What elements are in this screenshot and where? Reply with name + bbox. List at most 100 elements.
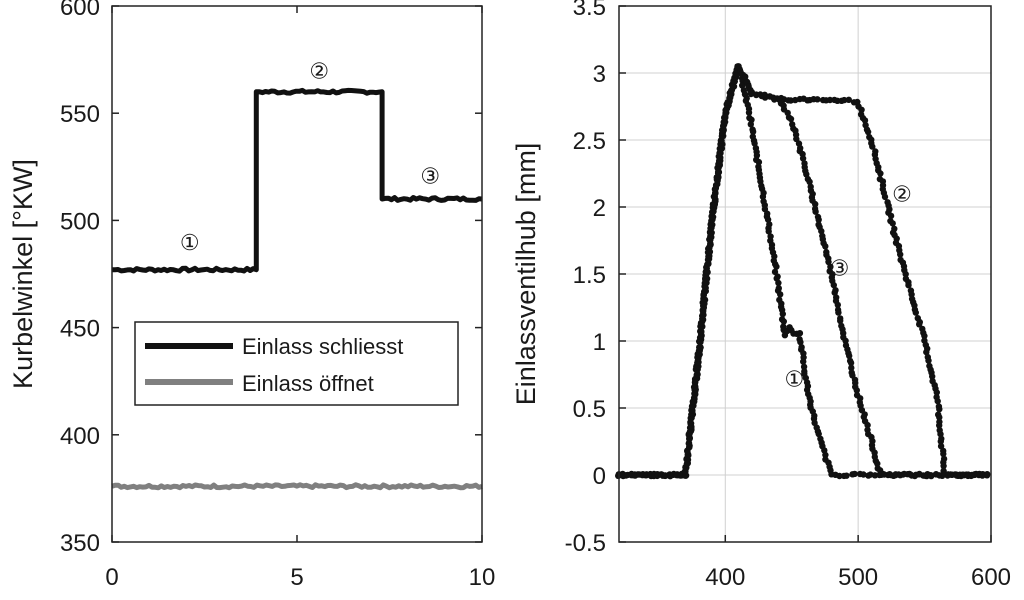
scatter-point	[841, 96, 848, 104]
scatter-point	[779, 310, 786, 318]
scatter-point	[831, 289, 838, 296]
scatter-point	[853, 387, 860, 394]
scatter-point	[759, 193, 767, 200]
scatter-point	[936, 414, 943, 421]
scatter-point	[717, 154, 724, 161]
scatter-point	[881, 471, 888, 478]
scatter-point	[704, 269, 711, 276]
scatter-point	[742, 73, 749, 80]
scatter-point	[697, 344, 704, 351]
scatter-point	[929, 373, 936, 380]
scatter-point	[936, 472, 943, 479]
scatter-point	[897, 251, 904, 258]
scatter-point	[775, 279, 782, 287]
scatter-point	[984, 471, 991, 478]
scatter-point	[822, 451, 829, 459]
right-y-tick-label: 3.5	[573, 0, 606, 21]
left-x-tick-label: 5	[290, 564, 303, 591]
right-y-tick-label: 2	[593, 195, 606, 222]
scatter-point	[830, 281, 837, 289]
scatter-point	[773, 263, 780, 270]
scatter-point	[971, 471, 978, 478]
scatter-point	[837, 317, 844, 324]
scatter-point	[925, 357, 932, 364]
right-annotation-1: ②	[892, 183, 912, 208]
scatter-point	[940, 462, 947, 470]
scatter-point	[800, 363, 808, 370]
scatter-point	[747, 121, 754, 128]
scatter-point	[771, 268, 779, 276]
right-x-tick-label: 500	[838, 564, 878, 591]
left-y-tick-label: 450	[60, 316, 100, 343]
scatter-point	[889, 220, 896, 227]
scatter-point	[864, 128, 872, 136]
legend-box	[134, 321, 459, 406]
scatter-point	[707, 241, 714, 249]
scatter-point	[777, 291, 784, 298]
right-y-tick-label: 0	[593, 463, 606, 490]
scatter-point	[818, 227, 825, 235]
left-annotation-2: ②	[309, 59, 329, 84]
left-y-axis-title: Kurbelwinkel [°KW]	[8, 159, 38, 389]
scatter-point	[751, 140, 758, 147]
scatter-point	[937, 430, 944, 438]
right-y-tick-label: 1.5	[573, 262, 606, 289]
scatter-point	[711, 201, 718, 208]
left-plot-frame	[111, 5, 483, 543]
scatter-point	[901, 470, 908, 478]
scatter-point	[843, 472, 850, 479]
scatter-point	[923, 348, 930, 356]
scatter-point	[921, 332, 928, 340]
scatter-point	[771, 96, 778, 103]
scatter-point	[683, 456, 690, 463]
scatter-point	[721, 118, 729, 126]
left-x-tick-label: 10	[469, 564, 496, 591]
scatter-point	[825, 258, 832, 266]
scatter-point	[860, 471, 867, 478]
scatter-point	[851, 470, 858, 478]
scatter-point	[673, 472, 680, 479]
left-y-tick-label: 500	[60, 208, 100, 235]
scatter-point	[690, 383, 698, 391]
scatter-point	[848, 364, 855, 372]
scatter-point	[747, 90, 755, 98]
legend-label-einlass-oeffnet: Einlass öffnet	[242, 371, 374, 396]
legend-label-einlass-schliesst: Einlass schliesst	[242, 334, 403, 359]
left-chart: 350 400 450 500 550 600 0 5 10 ① ② ③ Einlass schli…	[8, 0, 495, 591]
right-y-tick-label: 0.5	[573, 396, 606, 423]
scatter-point	[835, 309, 842, 316]
scatter-series-3	[615, 63, 991, 480]
scatter-point	[916, 321, 923, 328]
scatter-point	[765, 228, 772, 235]
scatter-point	[799, 155, 807, 162]
scatter-point	[800, 358, 807, 365]
scatter-point	[787, 115, 795, 123]
scatter-point	[869, 143, 876, 150]
right-y-axis-title: Einlassventilhub [mm]	[511, 143, 541, 406]
left-y-tick-label: 600	[60, 0, 100, 21]
scatter-point	[689, 403, 696, 410]
scatter-point	[902, 270, 909, 278]
scatter-point	[702, 276, 709, 284]
right-y-tick-label: 3	[593, 61, 606, 88]
left-y-tick-label: 550	[60, 101, 100, 128]
scatter-point	[936, 406, 943, 413]
scatter-point	[847, 359, 855, 367]
scatter-point	[745, 109, 753, 116]
scatter-point	[836, 472, 843, 480]
scatter-point	[739, 82, 746, 89]
scatter-point	[815, 216, 822, 223]
scatter-point	[730, 83, 738, 90]
scatter-point	[691, 391, 699, 398]
scatter-point	[683, 460, 691, 468]
scatter-point	[846, 352, 853, 360]
scatter-point	[691, 375, 699, 383]
scatter-point	[797, 338, 804, 346]
right-annotation-2: ③	[830, 256, 850, 281]
left-y-tick-label: 350	[60, 530, 100, 557]
scatter-point	[718, 137, 725, 144]
scatter-point	[761, 91, 768, 99]
scatter-point	[686, 435, 693, 442]
scatter-point	[912, 309, 919, 316]
